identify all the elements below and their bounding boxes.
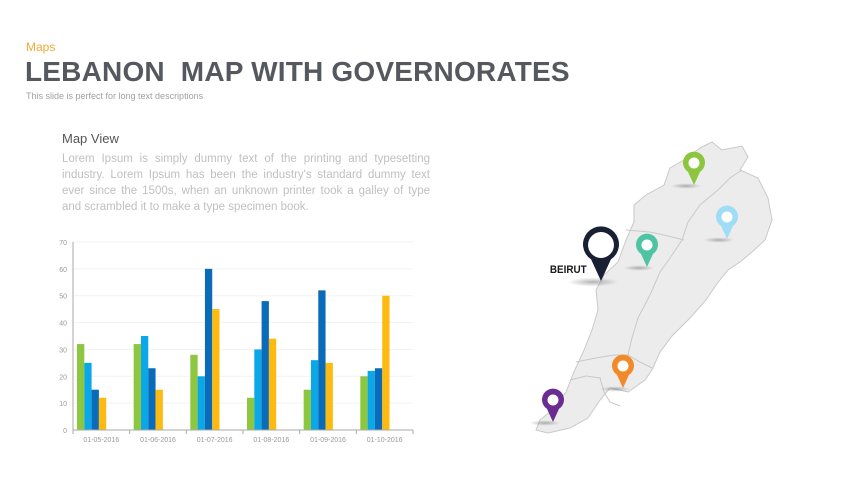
bar (247, 397, 255, 430)
bar (204, 268, 213, 430)
bar (318, 290, 326, 430)
y-tick-label: 10 (59, 401, 67, 408)
bar (360, 376, 368, 430)
x-tick-label: 01-06-2016 (140, 437, 176, 444)
x-tick-label: 01-05-2016 (83, 437, 119, 444)
map-pin-nabatieh[interactable] (599, 354, 634, 392)
bar (374, 368, 383, 430)
y-tick-label: 70 (59, 240, 67, 247)
y-tick-label: 0 (63, 428, 67, 435)
bar (77, 344, 85, 430)
bar (190, 354, 198, 430)
map-pin-mount-lebanon[interactable] (623, 233, 658, 271)
map-pin-beirut[interactable] (567, 226, 619, 287)
bar (140, 336, 149, 430)
x-tick-label: 01-08-2016 (253, 437, 289, 444)
bar (91, 389, 99, 430)
y-tick-label: 50 (59, 294, 67, 301)
y-tick-label: 40 (59, 321, 67, 328)
map-pin-south[interactable] (529, 388, 564, 426)
bar (367, 370, 375, 430)
section-title: Map View (62, 131, 119, 146)
bar (325, 362, 333, 430)
bar-chart: 0 10 20 30 40 50 60 70 01-05-2016 01-06-2016 01-07… (59, 240, 414, 444)
bar (382, 295, 390, 430)
map-outline (535, 141, 773, 434)
map-pin-north[interactable] (670, 151, 706, 189)
bar (148, 368, 156, 430)
section-body: Lorem Ipsum is simply dummy text of the … (62, 153, 430, 213)
map-pins (529, 151, 739, 426)
lebanon-map: BEIRUT (529, 141, 773, 434)
bar (197, 376, 205, 430)
bar (212, 309, 220, 430)
chart-bars (77, 268, 390, 430)
x-tick-label: 01-07-2016 (197, 437, 233, 444)
map-pin-bekaa[interactable] (703, 205, 739, 243)
bar (261, 301, 269, 430)
page-subtitle: This slide is perfect for long text desc… (26, 91, 204, 101)
bar (254, 349, 262, 430)
bar (133, 344, 141, 430)
beirut-label: BEIRUT (550, 265, 587, 277)
bar (268, 338, 277, 430)
page-title: LEBANON MAP WITH GOVERNORATES (25, 56, 570, 87)
x-tick-label: 01-09-2016 (310, 437, 346, 444)
chart-grid (73, 241, 413, 404)
y-tick-label: 60 (59, 267, 67, 274)
bar (310, 360, 319, 430)
bar (155, 389, 163, 430)
y-tick-label: 20 (59, 374, 67, 381)
category-label: Maps (26, 40, 56, 54)
bar (303, 389, 311, 430)
x-tick-label: 01-10-2016 (367, 437, 403, 444)
y-tick-label: 30 (59, 347, 67, 354)
chart-axes: 0 10 20 30 40 50 60 70 01-05-2016 01-06-2016 01-07… (59, 240, 414, 444)
bar (84, 362, 92, 430)
bar (98, 397, 107, 430)
